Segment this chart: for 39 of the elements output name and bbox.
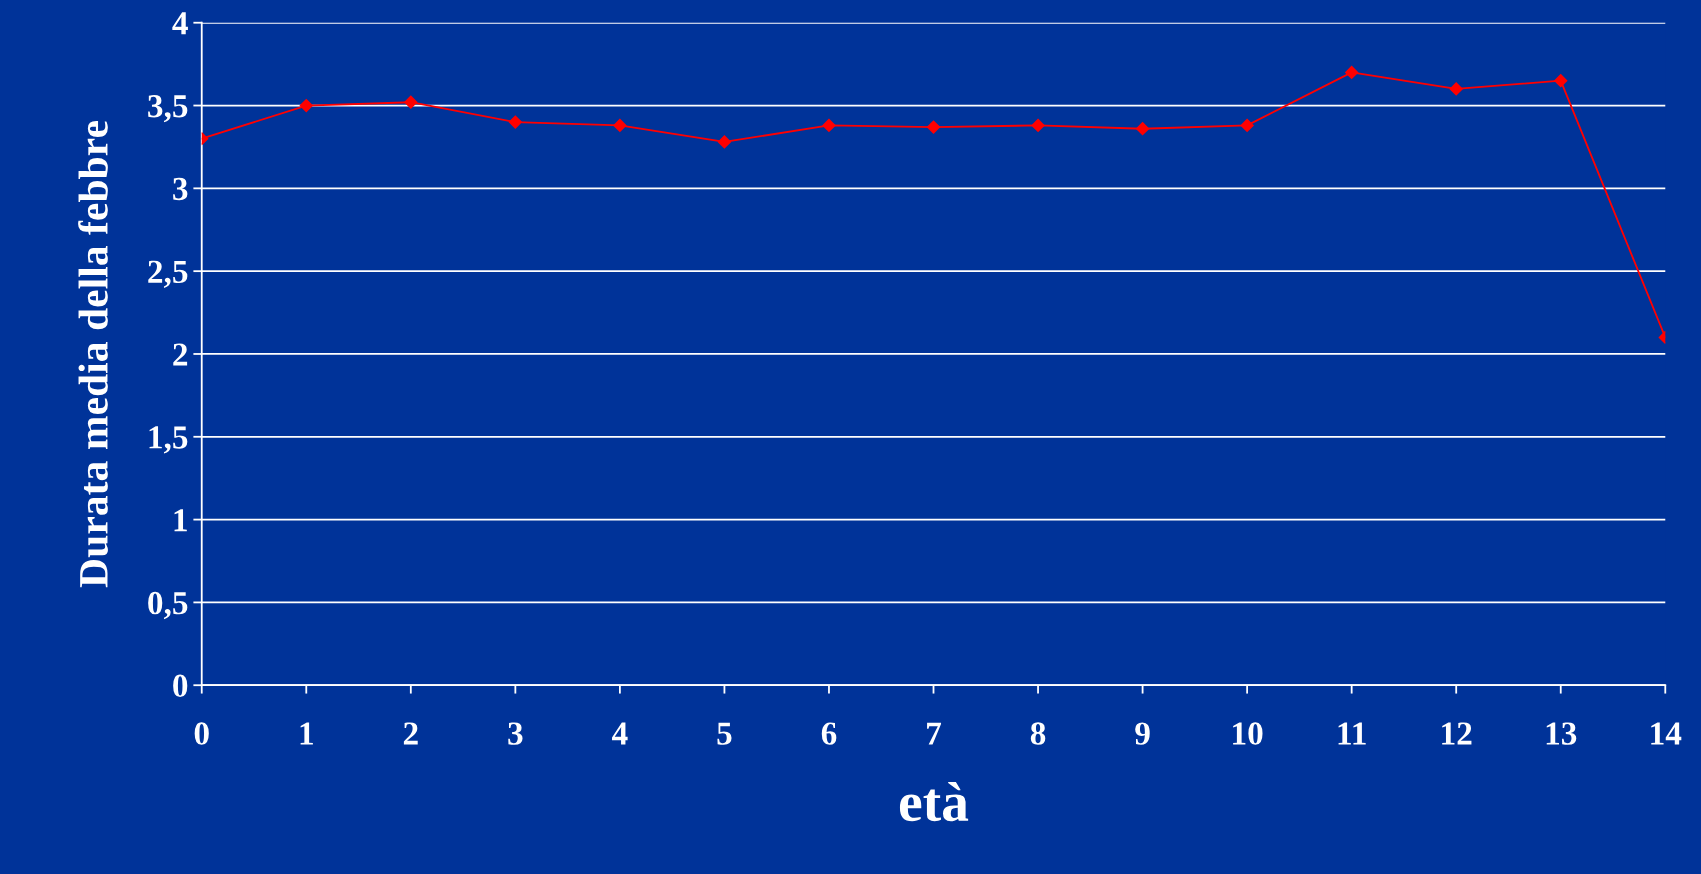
x-tick-label: 0 xyxy=(194,722,209,745)
x-tick-label: 11 xyxy=(1338,722,1366,745)
x-tick-label: 14 xyxy=(1651,722,1682,745)
x-tick-label: 2 xyxy=(403,722,418,745)
point xyxy=(1345,65,1359,79)
x-tick-label: 6 xyxy=(821,722,837,745)
y-tick-label: 3,5 xyxy=(148,95,188,123)
point xyxy=(1135,122,1150,136)
y-tick-label: 0 xyxy=(173,674,188,698)
point xyxy=(1554,74,1568,88)
y-tick-label: 3 xyxy=(173,177,188,201)
point xyxy=(926,120,941,134)
x-tick-label: 3 xyxy=(508,722,523,745)
point xyxy=(404,95,418,109)
y-tick-label: 1,5 xyxy=(149,426,188,454)
y-axis-title: Durata media della febbre xyxy=(78,121,108,588)
point xyxy=(1449,82,1463,96)
y-tick-label: 2 xyxy=(173,343,188,366)
y-tick-label: 4 xyxy=(172,12,188,35)
point xyxy=(508,115,522,129)
x-tick-label: 12 xyxy=(1442,722,1472,745)
y-tick-label: 1 xyxy=(174,509,187,532)
point xyxy=(717,135,732,149)
x-tick-label: 10 xyxy=(1233,722,1263,745)
point xyxy=(1031,118,1045,132)
point xyxy=(613,118,627,132)
x-axis-title: età xyxy=(899,782,969,822)
x-tick-label: 7 xyxy=(927,722,942,745)
point xyxy=(1240,118,1254,132)
x-tick-label: 4 xyxy=(612,722,628,745)
x-tick-label: 5 xyxy=(717,722,732,745)
x-tick-label: 8 xyxy=(1030,722,1046,745)
x-tick-label: 9 xyxy=(1135,722,1150,745)
y-tick-label: 0,5 xyxy=(148,591,188,620)
point xyxy=(299,98,313,113)
x-tick-label: 13 xyxy=(1546,722,1577,745)
y-tick-label: 2,5 xyxy=(148,260,188,288)
x-tick-label: 1 xyxy=(300,722,313,745)
point xyxy=(822,118,836,132)
